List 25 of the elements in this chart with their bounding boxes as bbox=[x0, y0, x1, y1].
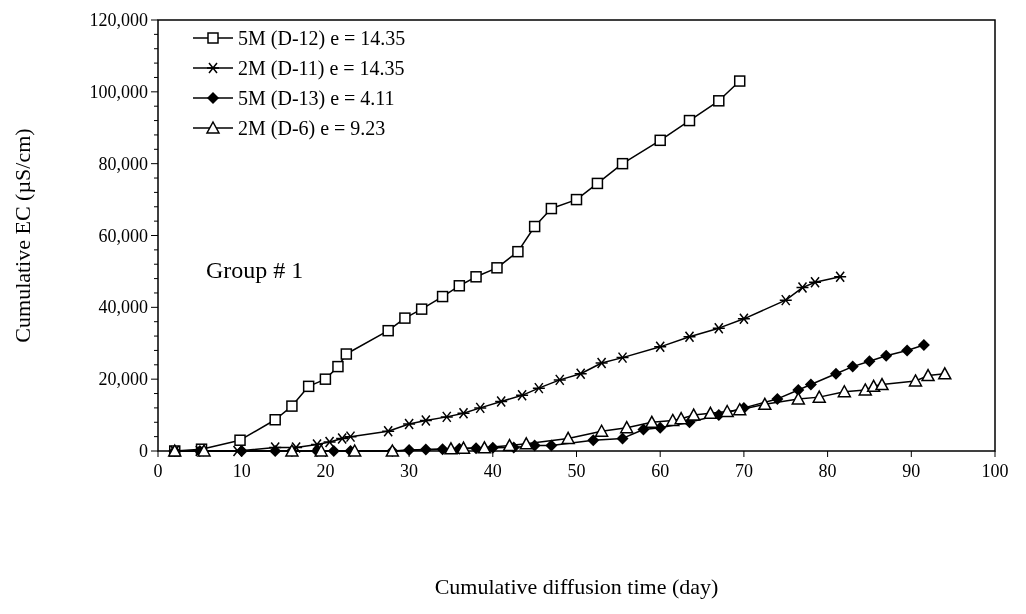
x-tick-label: 20 bbox=[316, 461, 335, 481]
y-axis-title: Cumulative EC (µS/cm) bbox=[10, 128, 35, 343]
y-tick-label: 120,000 bbox=[89, 10, 148, 30]
x-tick-label: 40 bbox=[483, 461, 502, 481]
legend-label: 5M (D-12) e = 14.35 bbox=[238, 27, 406, 50]
y-tick-label: 80,000 bbox=[98, 153, 148, 174]
y-tick-label: 100,000 bbox=[89, 81, 148, 102]
y-tick-label: 0 bbox=[139, 441, 148, 461]
y-tick-label: 60,000 bbox=[98, 225, 148, 246]
legend-label: 2M (D-11) e = 14.35 bbox=[238, 57, 405, 80]
y-tick-label: 20,000 bbox=[98, 369, 148, 390]
y-tick-label: 40,000 bbox=[98, 297, 148, 318]
x-tick-label: 0 bbox=[153, 461, 163, 481]
x-tick-label: 50 bbox=[567, 461, 586, 481]
annotation: Group # 1 bbox=[206, 257, 304, 283]
x-tick-label: 60 bbox=[651, 461, 670, 481]
x-tick-label: 10 bbox=[232, 461, 251, 481]
legend-label: 2M (D-6) e = 9.23 bbox=[238, 117, 386, 140]
x-tick-label: 80 bbox=[818, 461, 837, 481]
legend-label: 5M (D-13) e = 4.11 bbox=[238, 87, 395, 110]
x-tick-label: 100 bbox=[981, 461, 1009, 481]
x-tick-label: 30 bbox=[400, 461, 419, 481]
x-axis-title: Cumulative diffusion time (day) bbox=[434, 574, 719, 599]
x-tick-label: 90 bbox=[902, 461, 921, 481]
x-tick-label: 70 bbox=[734, 461, 753, 481]
